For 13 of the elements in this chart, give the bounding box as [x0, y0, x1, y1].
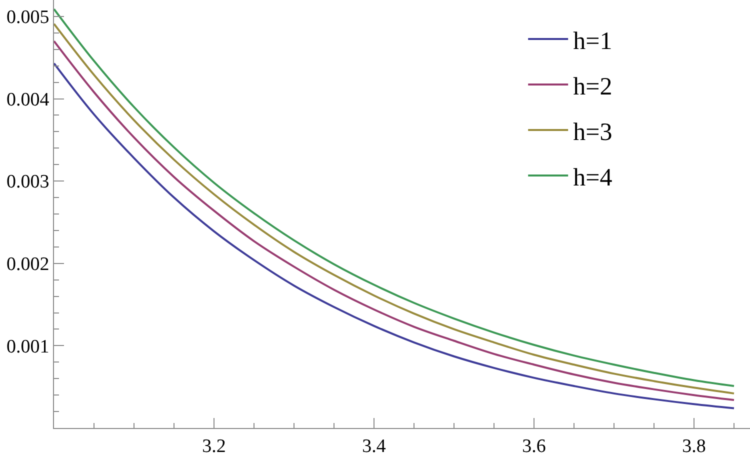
legend-label: h=1 [573, 28, 612, 55]
legend-label: h=4 [573, 164, 613, 192]
x-tick-label: 3.8 [682, 436, 706, 457]
legend-label: h=2 [573, 73, 612, 100]
y-tick-label: 0.002 [6, 254, 50, 276]
x-tick-label: 3.6 [522, 436, 546, 457]
y-tick-label: 0.005 [6, 7, 50, 28]
x-tick-label: 3.2 [202, 436, 226, 457]
y-tick-label: 0.004 [6, 89, 50, 110]
x-tick-label: 3.4 [362, 436, 386, 457]
y-tick-label: 0.001 [6, 336, 50, 358]
y-tick-label: 0.003 [6, 172, 50, 193]
legend-label: h=3 [573, 118, 612, 146]
